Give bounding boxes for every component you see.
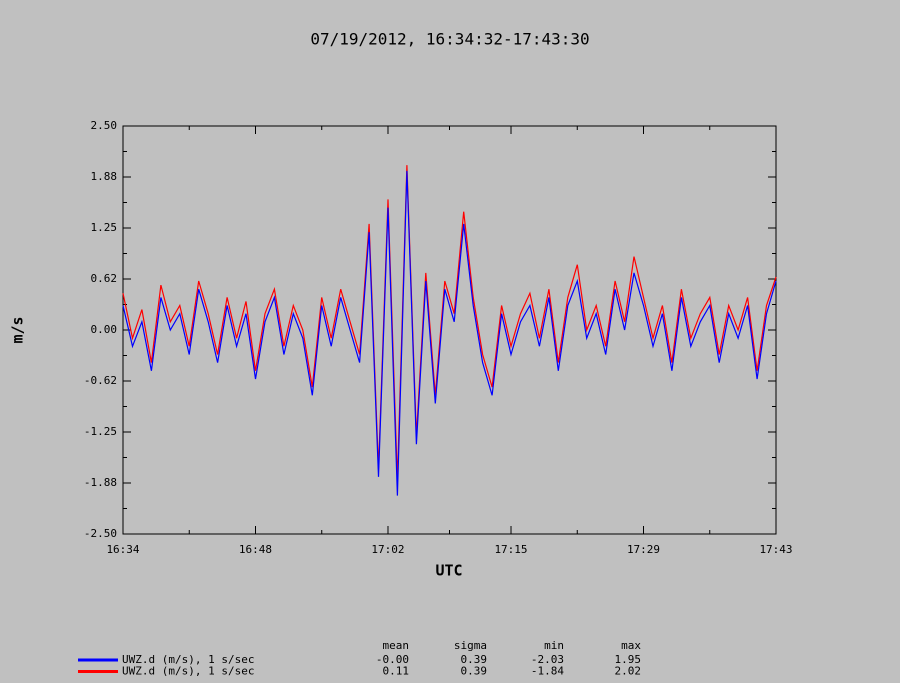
legend-label: UWZ.d (m/s), 1 s/sec [122,653,254,666]
y-tick-label: -1.25 [84,425,117,438]
y-tick-label: 1.88 [91,170,118,183]
stats-value: 2.02 [615,665,642,678]
stats-value: 0.39 [461,665,488,678]
x-tick-label: 17:15 [494,543,527,556]
x-axis-label: UTC [435,562,462,580]
y-tick-label: -1.88 [84,476,117,489]
y-tick-label: -2.50 [84,527,117,540]
stats-header: max [621,639,641,652]
x-tick-label: 16:48 [239,543,272,556]
stats-value: 1.95 [615,653,642,666]
y-tick-label: 2.50 [91,119,118,132]
y-axis-label: m/s [9,316,27,343]
stats-header: min [544,639,564,652]
x-tick-label: 16:34 [106,543,139,556]
stats-header: sigma [454,639,487,652]
x-tick-label: 17:02 [371,543,404,556]
stats-header: mean [383,639,410,652]
data-line [122,170,777,496]
stats-value: -2.03 [531,653,564,666]
chart-title: 07/19/2012, 16:34:32-17:43:30 [310,30,589,49]
y-tick-label: 0.62 [91,272,118,285]
data-line [122,165,777,481]
stats-value: -0.00 [376,653,409,666]
y-tick-label: -0.62 [84,374,117,387]
x-tick-label: 17:29 [627,543,660,556]
stats-value: 0.11 [383,665,410,678]
stats-value: -1.84 [531,665,564,678]
stats-value: 0.39 [461,653,488,666]
x-tick-label: 17:43 [759,543,792,556]
legend-label: UWZ.d (m/s), 1 s/sec [122,665,254,678]
y-tick-label: 0.00 [91,323,118,336]
y-tick-label: 1.25 [91,221,118,234]
